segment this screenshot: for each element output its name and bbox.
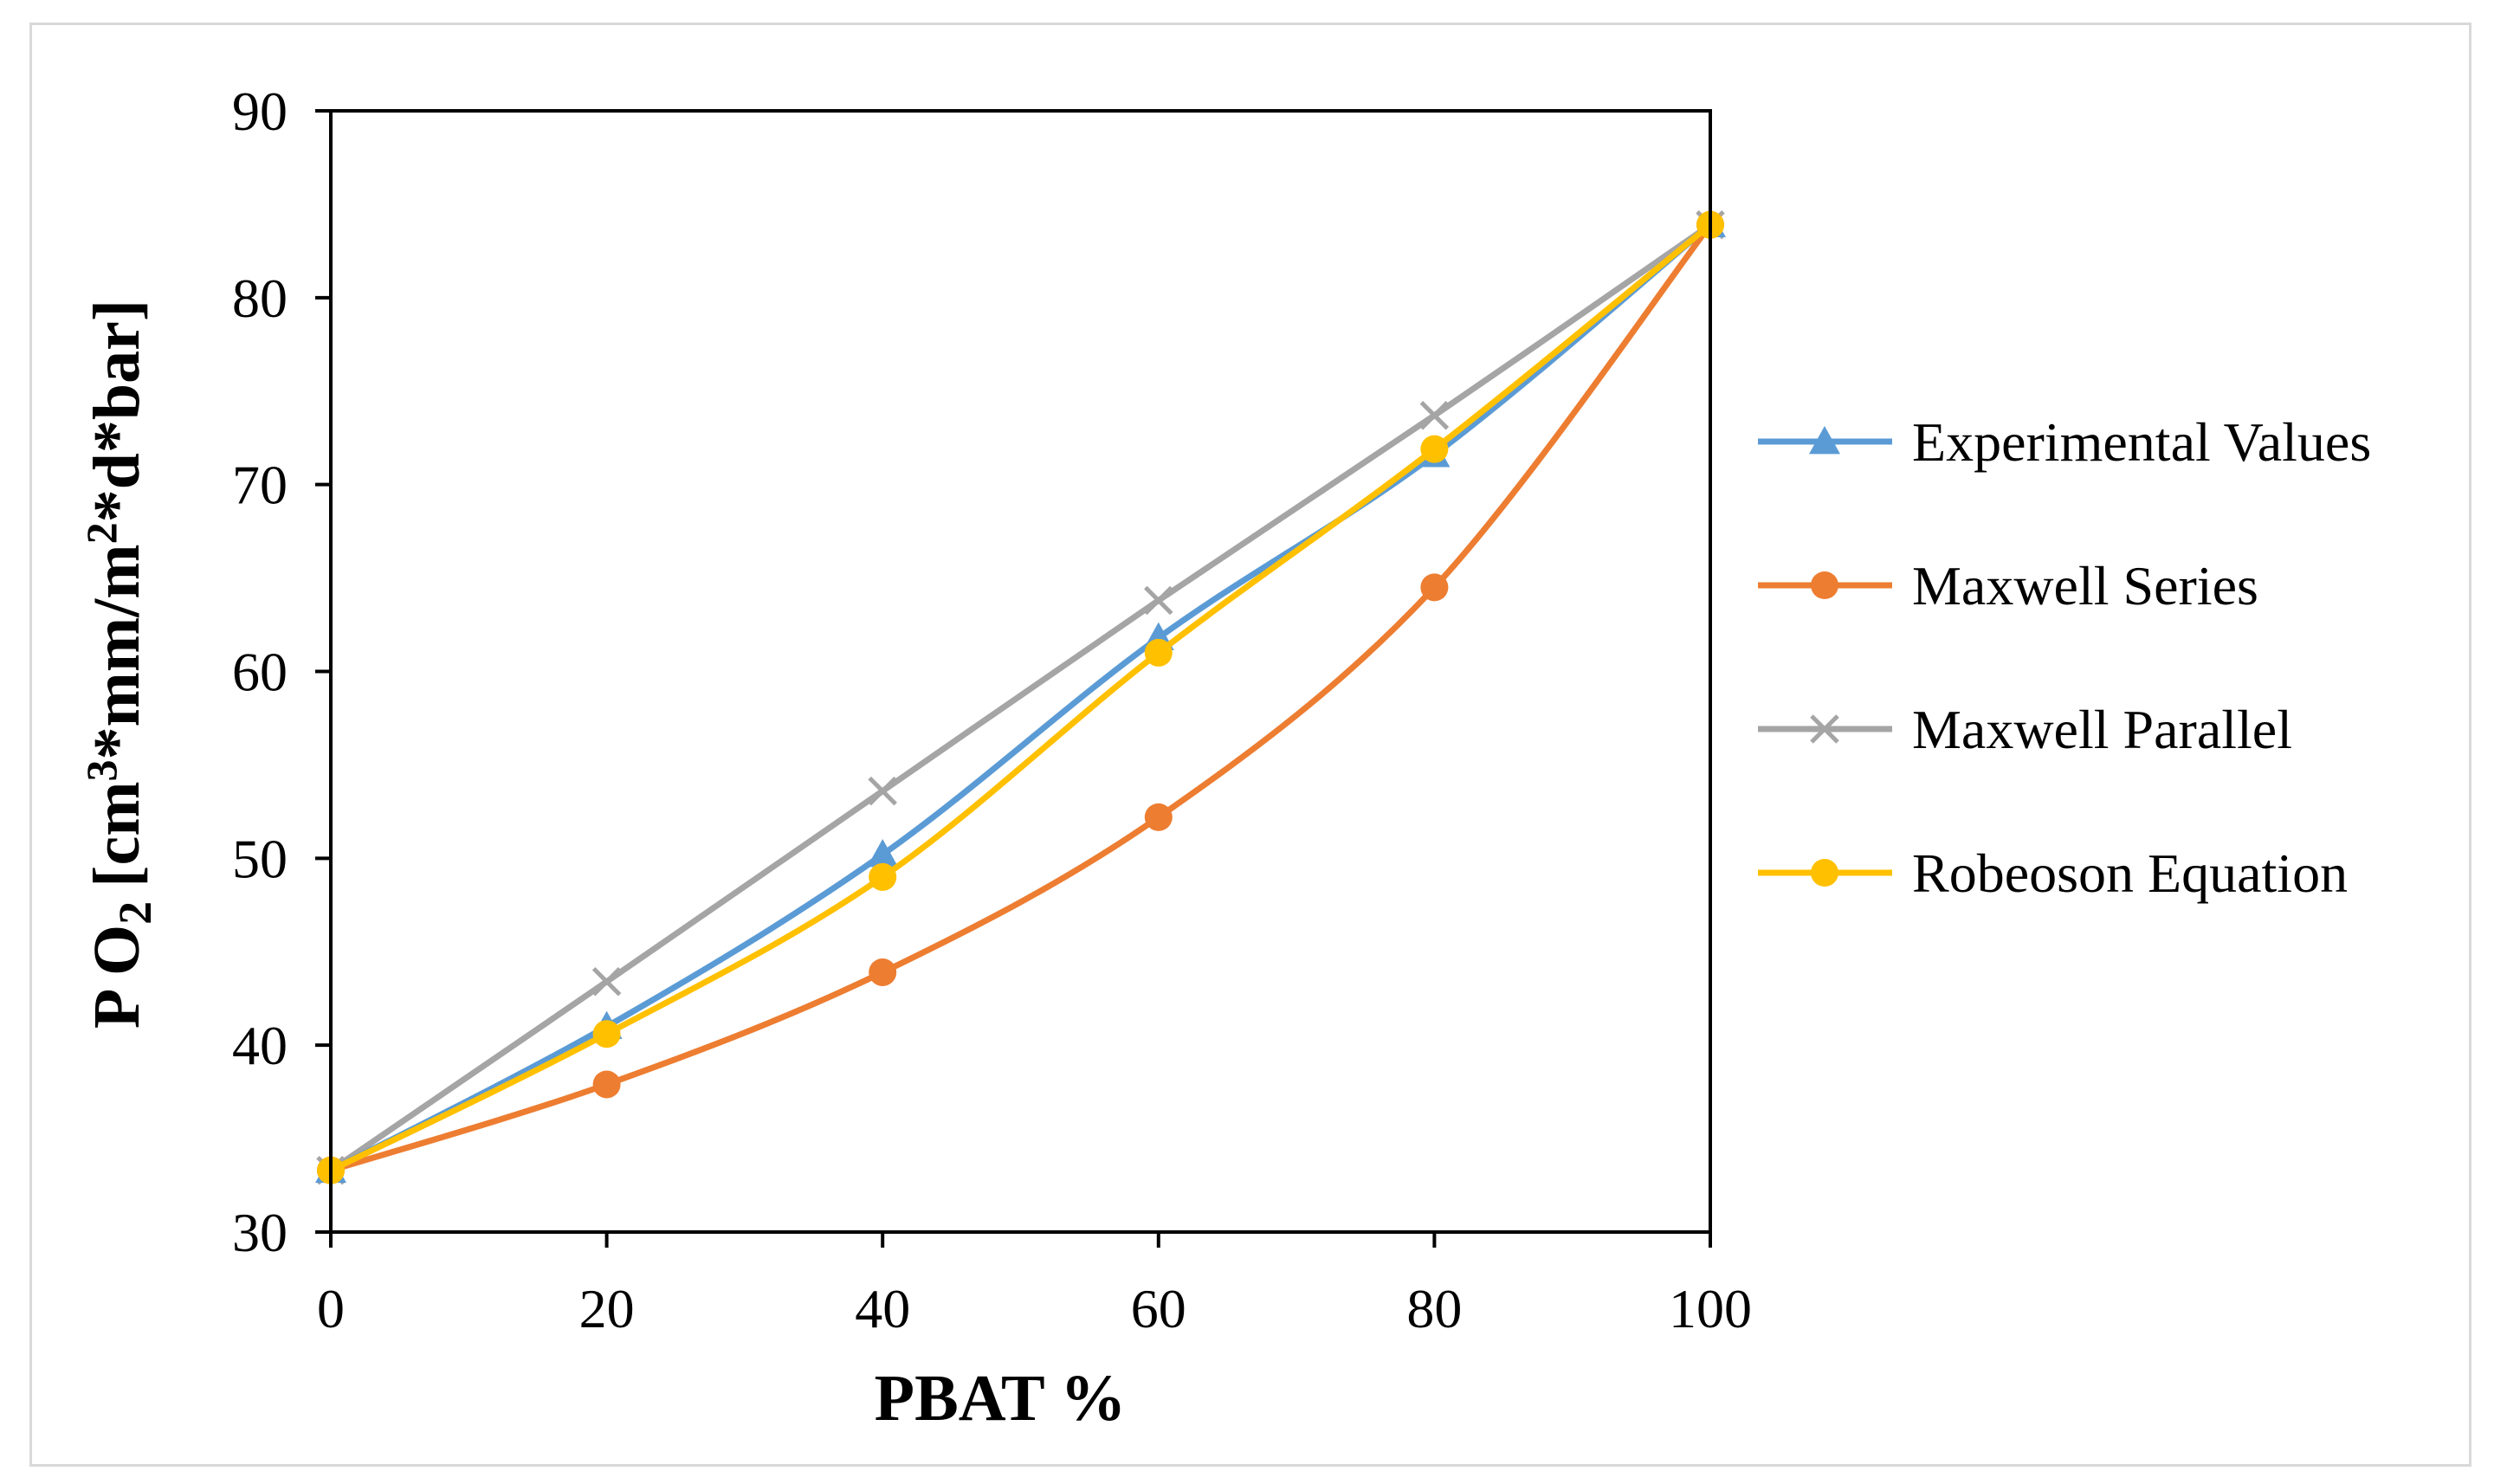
legend-label: Maxwell Parallel [1912,699,2292,760]
data-point [1144,585,1173,616]
y-tick-label: 70 [232,455,288,516]
series-line [329,223,1713,1174]
legend-label: Experimental Values [1912,411,2371,473]
x-tick-label: 100 [1669,1278,1752,1339]
y-label-sup: 3 [77,759,126,781]
legend-label: Maxwell Series [1912,555,2258,616]
data-point [869,862,897,891]
x-tick-label: 80 [1406,1278,1462,1339]
data-point [1144,803,1173,831]
y-tick-label: 90 [232,81,288,142]
data-point [867,839,899,868]
x-tick-label: 40 [855,1278,910,1339]
x-tick-label: 60 [1131,1278,1186,1339]
series-line [329,222,1713,1173]
data-point [592,1020,621,1048]
chart-frame [29,23,2471,1467]
data-point [1420,573,1449,602]
y-tick-label: 40 [232,1015,288,1076]
data-point [1144,638,1173,667]
y-axis-ticks: 30 40 50 60 70 80 90 [232,81,331,1263]
y-tick-label: 80 [232,268,288,329]
series-maxwell-parallel [316,210,1725,1185]
y-label-rest: *mm/m [81,544,153,759]
series-layer [315,209,1726,1185]
y-tick-label: 50 [232,828,288,889]
legend-item: Maxwell Series [1758,555,2258,616]
legend-marker [1809,426,1840,455]
data-point [869,958,897,986]
data-point [868,776,897,806]
legend-marker [1810,714,1839,744]
y-label-sub: 2 [109,901,161,925]
legend: Experimental Values Maxwell Series Maxwell… [1758,411,2371,904]
y-axis-label: P O2[cm3*mm/m2*d*bar] [77,300,161,1029]
data-point [592,1070,621,1099]
x-axis-label: PBAT % [875,1362,1127,1435]
x-tick-label: 20 [579,1278,635,1339]
legend-marker [1811,859,1838,887]
y-tick-label: 30 [232,1202,288,1263]
x-axis-ticks: 0 20 40 60 80 100 [317,1232,1752,1339]
x-tick-label: 0 [317,1278,345,1339]
data-point [591,967,622,997]
legend-item: Experimental Values [1758,411,2371,473]
data-point [1419,401,1450,430]
y-label-sup2: 2 [77,522,126,544]
series-robeoson-equation [317,210,1724,1184]
series-line [329,222,1713,1173]
series-line [329,222,1712,1173]
legend-item: Robeoson Equation [1758,842,2348,904]
legend-marker [1811,571,1838,599]
legend-item: Maxwell Parallel [1758,699,2292,760]
legend-label: Robeoson Equation [1912,842,2348,904]
plot-area [329,109,1712,1234]
y-label-main: P O [81,925,153,1029]
data-point [1420,435,1449,463]
y-label-tail: *d*bar] [81,300,153,523]
y-label-bracket: [cm [81,781,153,887]
y-tick-label: 60 [232,642,288,703]
